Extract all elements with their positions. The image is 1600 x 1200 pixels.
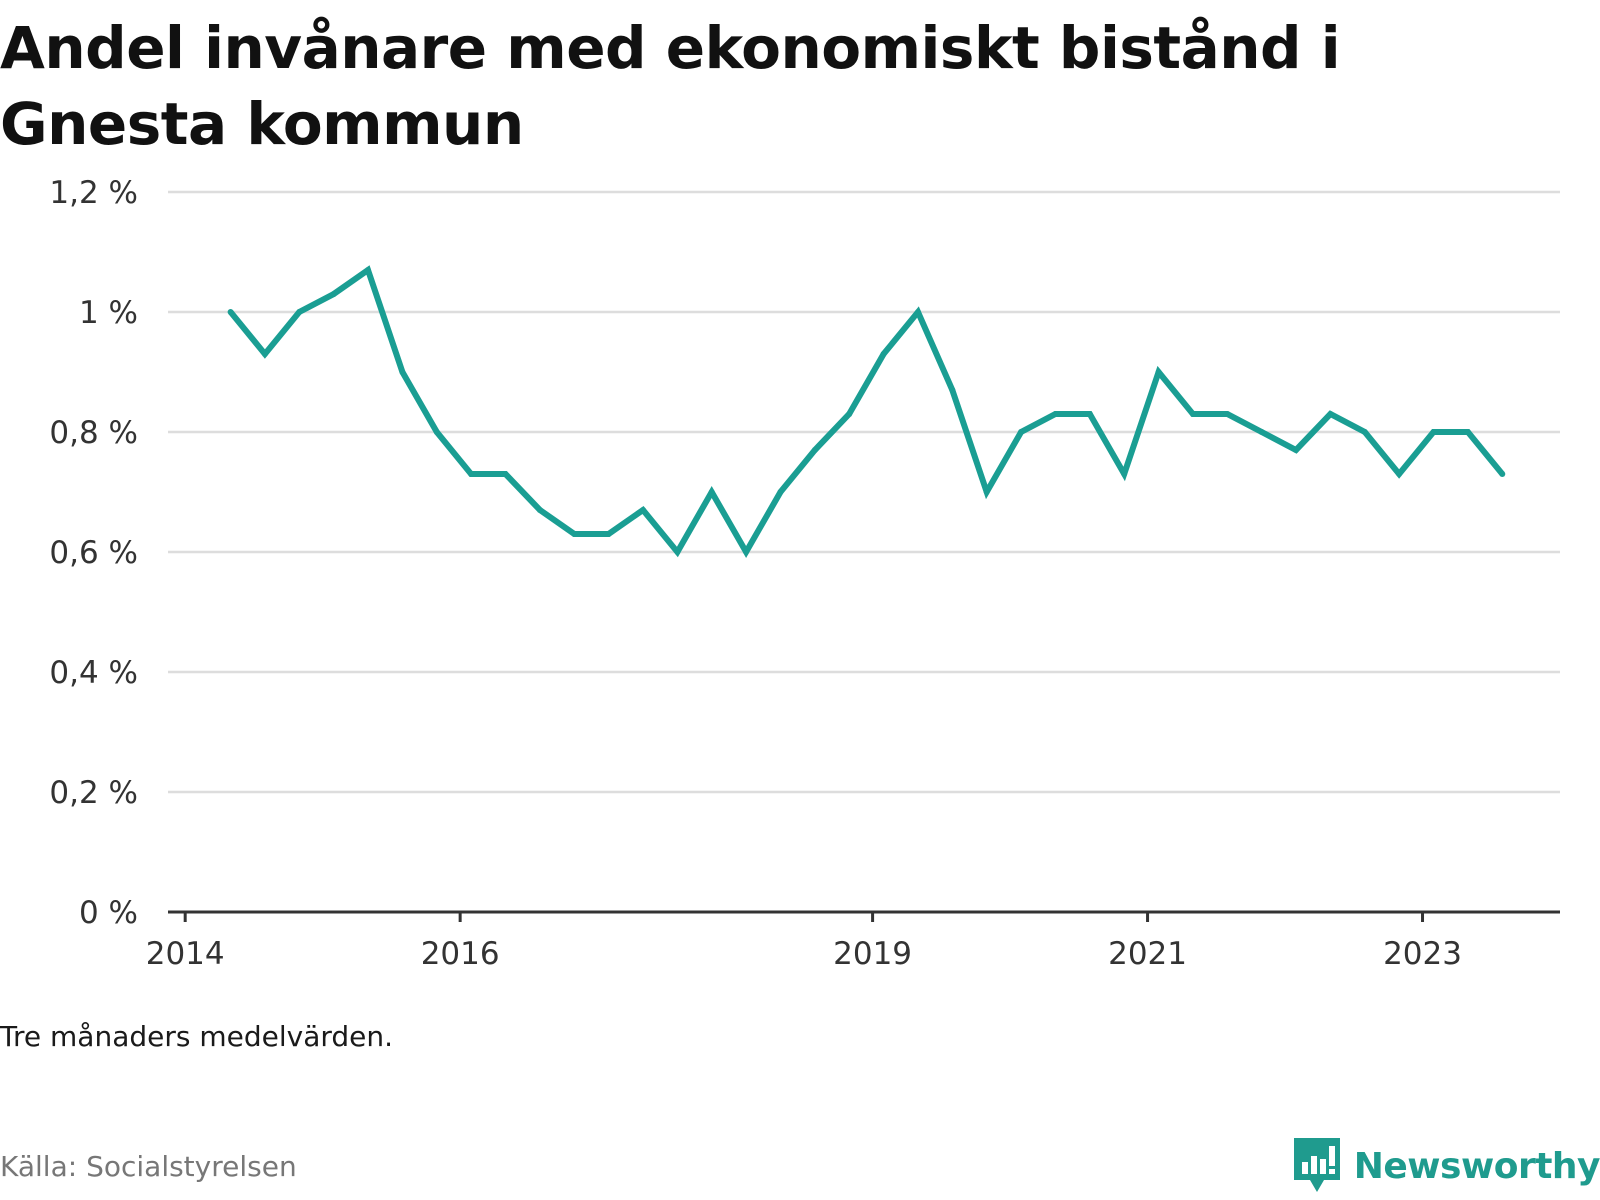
data-point <box>640 507 646 513</box>
line-chart: 0 % 0,2 % 0,4 % 0,6 % 0,8 % 1 % 1,2 % 2014 2016… <box>49 175 1560 972</box>
data-point <box>1396 471 1403 477</box>
data-point <box>296 309 303 315</box>
data-point <box>1293 447 1299 453</box>
y-axis-labels: 0 % 0,2 % 0,4 % 0,6 % 0,8 % 1 % 1,2 % <box>49 175 138 931</box>
chart-title: Andel invånare med ekonomiskt bistånd i … <box>0 14 1341 158</box>
data-point <box>227 309 234 315</box>
series-line <box>228 265 1505 559</box>
data-point <box>330 291 337 297</box>
data-point <box>846 411 853 417</box>
data-point <box>983 489 990 495</box>
data-point <box>1499 471 1506 477</box>
data-point <box>811 447 818 453</box>
x-tick-label: 2019 <box>833 936 912 972</box>
data-point <box>1121 471 1128 477</box>
series-layer <box>227 265 1506 559</box>
source-credit: Källa: Socialstyrelsen <box>0 1150 297 1183</box>
data-point <box>1361 429 1368 435</box>
x-tick-label: 2016 <box>421 936 500 972</box>
data-point <box>399 369 406 375</box>
y-tick-label: 1 % <box>79 295 138 331</box>
data-point <box>605 531 612 537</box>
data-point <box>1052 411 1059 417</box>
data-point <box>743 549 750 555</box>
x-tick-label: 2021 <box>1108 936 1187 972</box>
data-point <box>1430 429 1437 435</box>
newsworthy-logo[interactable]: Newsworthy <box>1292 1136 1600 1196</box>
data-point <box>536 507 543 513</box>
data-point <box>1258 429 1265 435</box>
brand-name: Newsworthy <box>1353 1145 1600 1187</box>
data-point <box>777 489 784 495</box>
data-point <box>674 549 681 555</box>
y-tick-label: 0 % <box>79 895 138 931</box>
data-point <box>1086 411 1093 417</box>
data-point <box>880 351 887 357</box>
y-tick-label: 0,2 % <box>49 775 138 811</box>
x-axis-labels: 2014 2016 2019 2021 2023 <box>146 936 1462 972</box>
data-point <box>365 267 371 273</box>
y-tick-label: 1,2 % <box>49 175 138 211</box>
y-tick-label: 0,4 % <box>49 655 138 691</box>
data-point <box>1224 411 1231 417</box>
data-point <box>261 351 268 357</box>
gridlines <box>168 190 1560 794</box>
chart-note: Tre månaders medelvärden. <box>0 1020 394 1053</box>
data-point <box>708 489 715 495</box>
data-point <box>1155 369 1162 375</box>
data-point <box>502 471 509 477</box>
data-point <box>433 429 440 435</box>
data-point <box>1189 411 1196 417</box>
x-tick-label: 2023 <box>1383 936 1462 972</box>
y-tick-label: 0,6 % <box>49 535 138 571</box>
x-tick-label: 2014 <box>146 936 225 972</box>
data-point <box>571 531 578 537</box>
y-tick-label: 0,8 % <box>49 415 138 451</box>
data-point <box>915 309 921 315</box>
data-point <box>1327 411 1334 417</box>
data-point <box>1464 429 1471 435</box>
data-point <box>1018 429 1025 435</box>
bar-chart-speech-bubble-icon <box>1293 1138 1340 1192</box>
x-axis <box>168 910 1560 922</box>
data-point <box>949 387 956 393</box>
data-point <box>468 471 475 477</box>
